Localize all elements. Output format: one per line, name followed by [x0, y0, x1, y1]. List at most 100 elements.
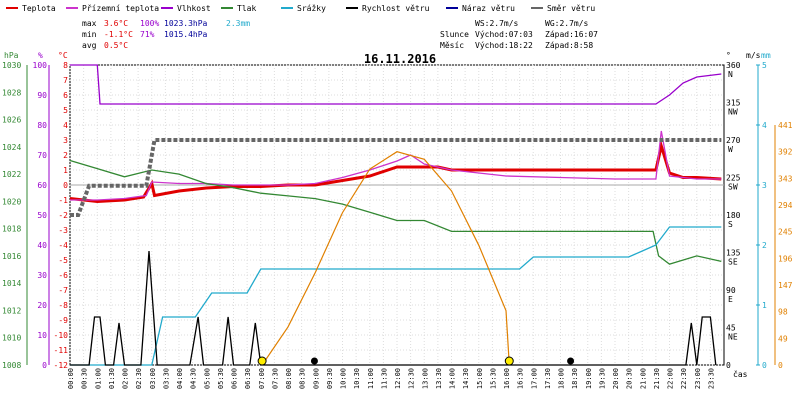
x-tick-label: 06:30	[244, 368, 252, 389]
wind-tick-label: 2	[762, 241, 767, 250]
solar-tick-label: 49	[778, 334, 788, 343]
humidity-tick-label: 70	[37, 151, 47, 160]
wind-tick-label: 1	[762, 301, 767, 310]
temperature-tick-label: -7	[58, 286, 68, 295]
stats-min-temp: -1.1°C	[104, 30, 133, 39]
temperature-tick-label: -12	[54, 361, 69, 370]
direction-tick-label: 180	[726, 211, 741, 220]
wind-tick-label: 5	[762, 61, 767, 70]
x-tick-label: 22:00	[667, 368, 675, 389]
temperature-tick-label: 1	[63, 166, 68, 175]
astro-sunrise: Východ:07:03	[475, 30, 533, 39]
pressure-tick-label: 1016	[2, 252, 21, 261]
pressure-tick-label: 1014	[2, 279, 21, 288]
solar-tick-label: 98	[778, 308, 788, 317]
x-tick-label: 10:00	[340, 368, 348, 389]
x-tick-label: 23:00	[694, 368, 702, 389]
humidity-tick-label: 90	[37, 91, 47, 100]
stats-max-hum: 100%	[140, 19, 159, 28]
astro-sunset: Západ:16:07	[545, 30, 598, 39]
temperature-tick-label: -9	[58, 316, 68, 325]
astro-ws: WS:2.7m/s	[475, 19, 519, 28]
pressure-tick-label: 1026	[2, 116, 21, 125]
solar-tick-label: 392	[778, 148, 793, 157]
direction-compass-label: SW	[728, 183, 738, 192]
x-tick-label: 21:00	[639, 368, 647, 389]
x-tick-label: 10:30	[353, 368, 361, 389]
x-tick-label: 17:30	[544, 368, 552, 389]
x-tick-label: 23:30	[707, 368, 715, 389]
x-tick-label: 16:30	[517, 368, 525, 389]
solar-tick-label: 294	[778, 201, 793, 210]
stats-max-press: 1023.3hPa	[164, 19, 208, 28]
x-tick-label: 03:30	[162, 368, 170, 389]
stats-min-press: 1015.4hPa	[164, 30, 208, 39]
pressure-tick-label: 1012	[2, 306, 21, 315]
x-tick-label: 13:00	[421, 368, 429, 389]
direction-tick-label: 90	[726, 286, 736, 295]
x-tick-label: 01:00	[94, 368, 102, 389]
x-tick-label: 16:00	[503, 368, 511, 389]
temperature-tick-label: 0	[63, 181, 68, 190]
wind-tick-label: 0	[762, 361, 767, 370]
direction-tick-label: 315	[726, 99, 741, 108]
solar-tick-label: 0	[778, 361, 783, 370]
temperature-tick-label: 8	[63, 61, 68, 70]
series-line	[70, 138, 722, 217]
temperature-tick-label: -8	[58, 301, 68, 310]
plot-area	[69, 64, 722, 366]
legend-entry: Náraz větru	[462, 4, 515, 13]
chart-title: 16.11.2016	[364, 52, 436, 66]
x-tick-label: 13:30	[435, 368, 443, 389]
x-tick-label: 18:00	[558, 368, 566, 389]
x-tick-label: 18:30	[571, 368, 579, 389]
direction-tick-label: 270	[726, 136, 741, 145]
temperature-tick-label: -11	[54, 346, 69, 355]
temperature-tick-label: 2	[63, 151, 68, 160]
temperature-tick-label: -2	[58, 211, 68, 220]
legend-entry: Přízemní teplota	[82, 4, 159, 13]
astro-moon-label: Měsíc	[440, 41, 464, 50]
direction-compass-label: W	[728, 145, 733, 154]
x-tick-label: 08:30	[299, 368, 307, 389]
astro-moonrise: Východ:18:22	[475, 41, 533, 50]
temperature-tick-label: -6	[58, 271, 68, 280]
x-tick-label: 14:00	[449, 368, 457, 389]
direction-compass-label: NW	[728, 108, 738, 117]
astro-sun-label: Slunce	[440, 30, 469, 39]
direction-tick-label: 0	[726, 361, 731, 370]
direction-compass-label: E	[728, 295, 733, 304]
stats-max-temp: 3.6°C	[104, 19, 128, 28]
direction-compass-label: SE	[728, 258, 738, 267]
humidity-tick-label: 100	[33, 61, 48, 70]
temperature-tick-label: -4	[58, 241, 68, 250]
humidity-tick-label: 20	[37, 301, 47, 310]
x-tick-label: 15:30	[489, 368, 497, 389]
x-tick-label: 20:00	[612, 368, 620, 389]
humidity-unit-label: %	[38, 51, 43, 60]
legend-entry: Rychlost větru	[362, 4, 430, 13]
moonrise-icon	[567, 357, 575, 365]
stats-avg-label: avg	[82, 41, 97, 50]
x-tick-label: 19:30	[598, 368, 606, 389]
series-line	[70, 226, 722, 366]
stats-min-label: min	[82, 30, 97, 39]
humidity-tick-label: 40	[37, 241, 47, 250]
temperature-tick-label: 3	[63, 136, 68, 145]
wind-tick-label: 3	[762, 181, 767, 190]
chart-legend: Teplota Přízemní teplota Vlhkost Tlak Srážky…	[6, 4, 595, 13]
legend-entry: Srážky	[297, 4, 326, 13]
series-line	[261, 151, 510, 366]
x-unit-label: čas	[733, 369, 748, 379]
x-tick-label: 05:30	[217, 368, 225, 389]
rain-unit-label: mm	[761, 51, 771, 60]
temperature-tick-label: -10	[54, 331, 69, 340]
x-tick-label: 09:30	[326, 368, 334, 389]
temperature-tick-label: 7	[63, 76, 68, 85]
series-line	[70, 64, 722, 105]
x-tick-label: 14:30	[462, 368, 470, 389]
temperature-tick-label: 6	[63, 91, 68, 100]
stats-avg-temp: 0.5°C	[104, 41, 128, 50]
direction-compass-label: S	[728, 220, 733, 229]
